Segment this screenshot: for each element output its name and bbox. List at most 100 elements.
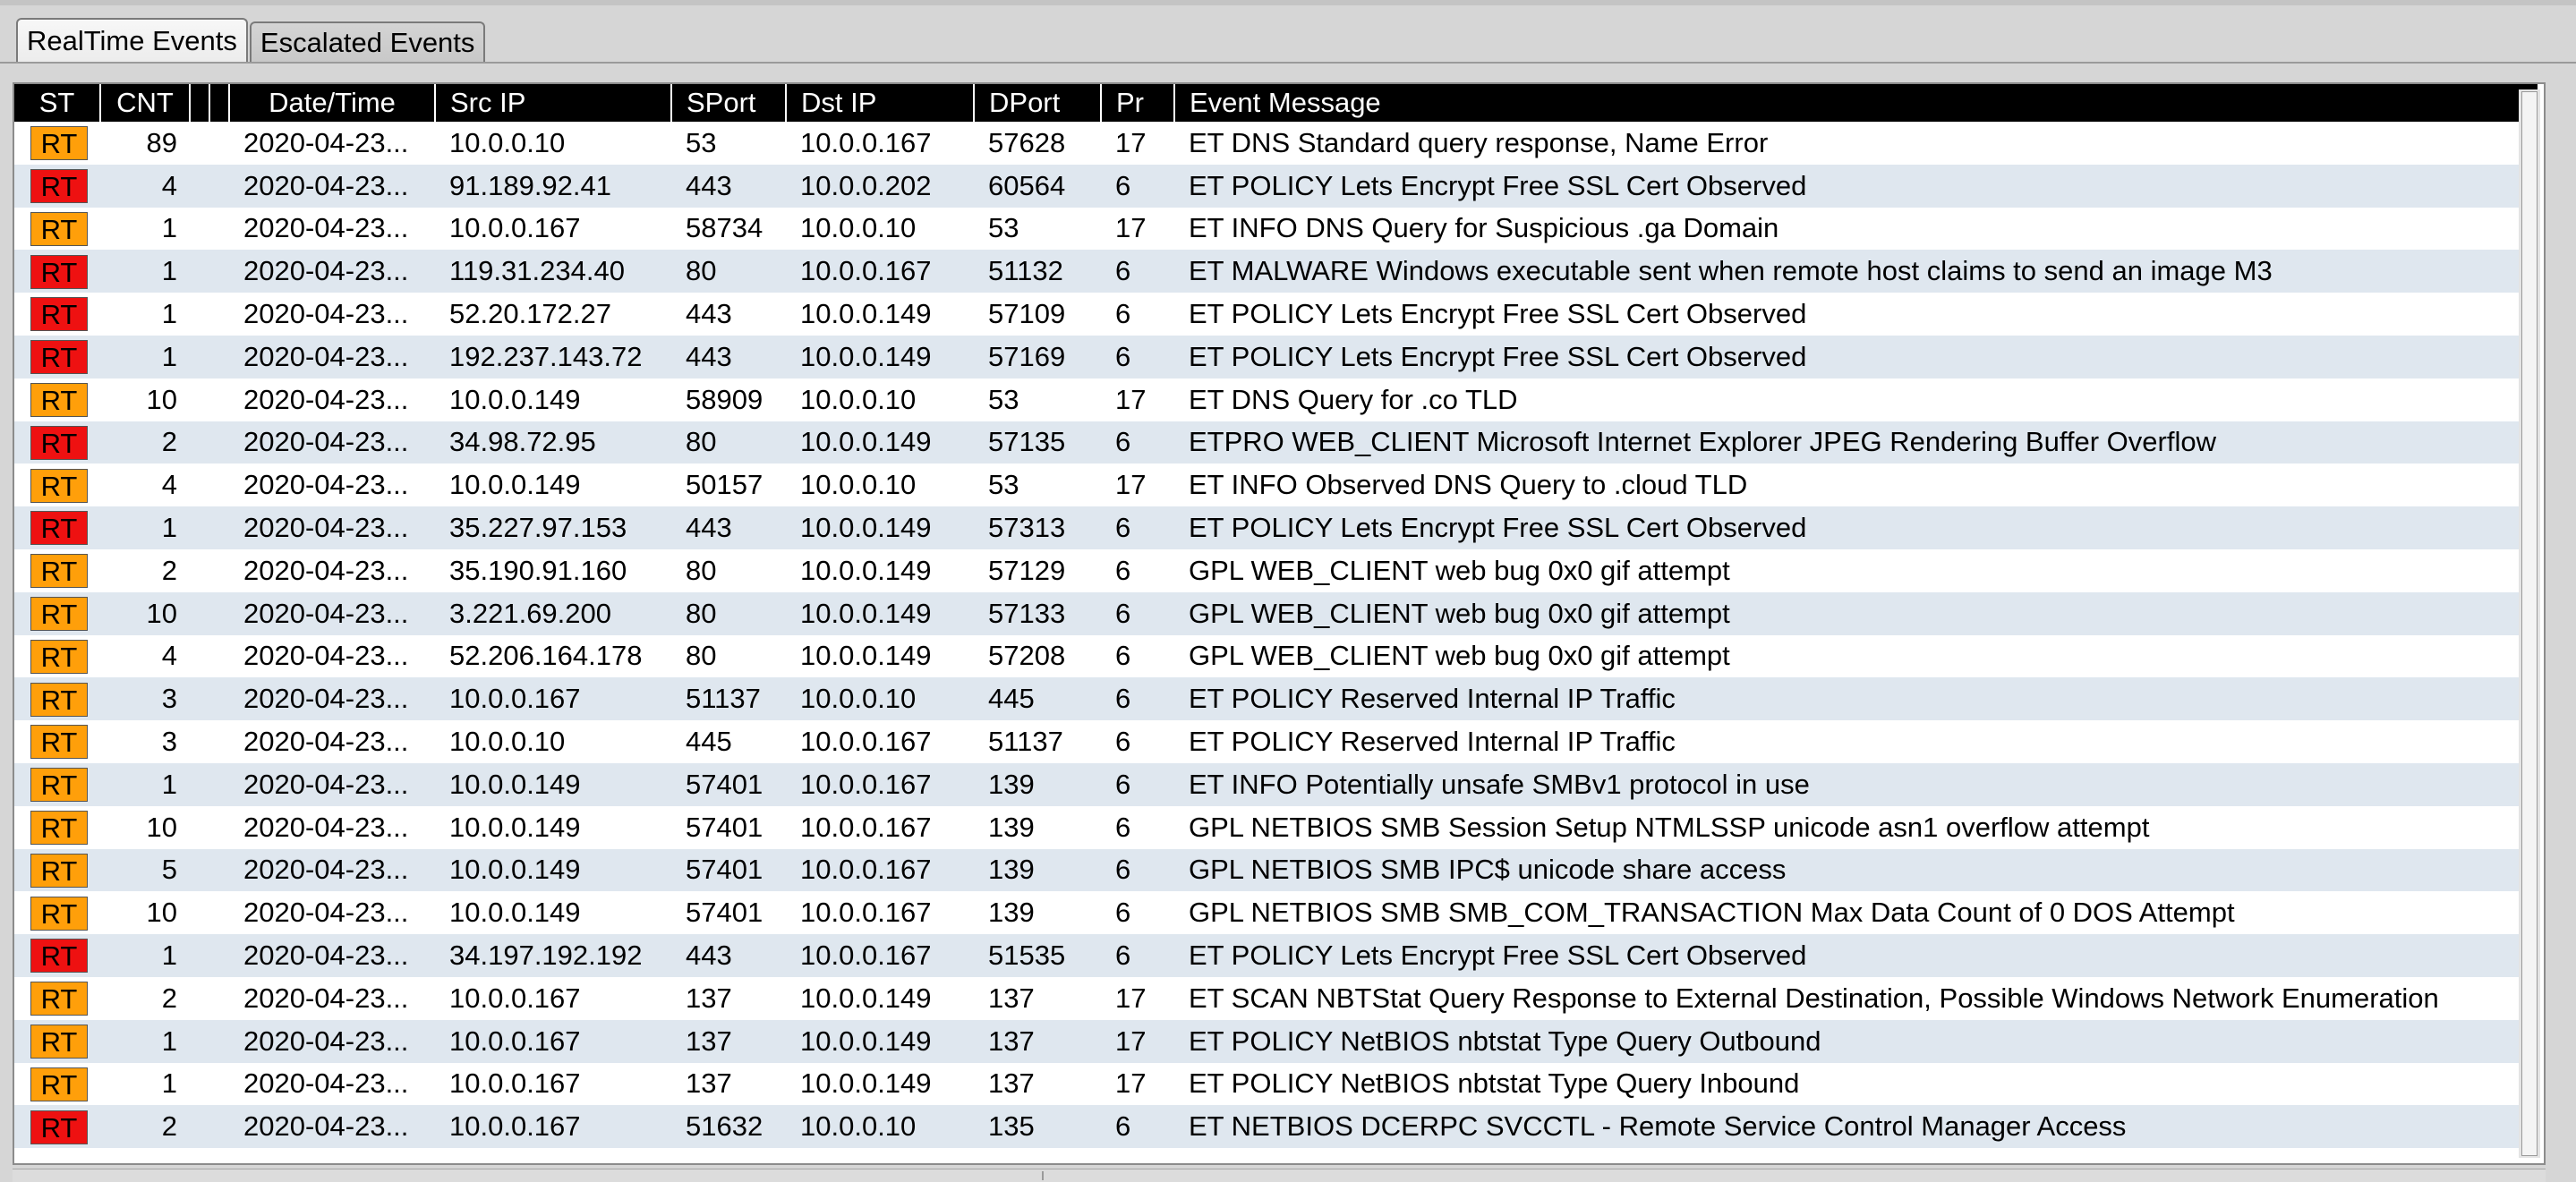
- table-row[interactable]: RT 5 2020-04-23... 10.0.0.149 57401 10.0.0.16…: [14, 848, 2538, 892]
- cell-st: RT: [14, 463, 100, 507]
- col-header-pr[interactable]: Pr: [1101, 84, 1175, 122]
- table-row[interactable]: RT 4 2020-04-23... 91.189.92.41 443 10.0.0.20…: [14, 164, 2538, 208]
- tab-realtime-events[interactable]: RealTime Events: [16, 18, 248, 63]
- cell-cnt: 2: [100, 1105, 190, 1149]
- cell-cnt: 10: [100, 891, 190, 935]
- cell-blank: [190, 506, 209, 549]
- cell-sport: 50157: [671, 463, 786, 507]
- table-row[interactable]: RT 89 2020-04-23... 10.0.0.10 53 10.0.0.167 57…: [14, 122, 2538, 165]
- table-row[interactable]: RT 1 2020-04-23... 35.227.97.153 443 10.0.0.1…: [14, 506, 2538, 549]
- cell-sport: 80: [671, 634, 786, 678]
- cell-dport: 51132: [974, 250, 1101, 293]
- cell-st: RT: [14, 591, 100, 635]
- table-row[interactable]: RT 4 2020-04-23... 10.0.0.149 50157 10.0.0.10…: [14, 463, 2538, 507]
- cell-pr: 6: [1101, 548, 1174, 592]
- cell-dport: 53: [974, 463, 1101, 507]
- col-header-sport[interactable]: SPort: [671, 84, 787, 122]
- tab-escalated-events[interactable]: Escalated Events: [249, 21, 486, 63]
- cell-sport: 80: [671, 591, 786, 635]
- cell-event-message: ET INFO Observed DNS Query to .cloud TLD: [1174, 463, 2538, 507]
- horizontal-scrollbar[interactable]: [13, 1169, 2546, 1182]
- cell-src-ip: 10.0.0.10: [435, 720, 671, 763]
- cell-sport: 51632: [671, 1105, 786, 1149]
- cell-datetime: 2020-04-23...: [229, 848, 435, 892]
- cell-st: RT: [14, 848, 100, 892]
- table-row[interactable]: RT 1 2020-04-23... 10.0.0.167 58734 10.0.0.10…: [14, 207, 2538, 251]
- col-header-blank-2[interactable]: [209, 84, 230, 122]
- cell-cnt: 1: [100, 293, 190, 336]
- cell-sport: 58734: [671, 207, 786, 251]
- table-row[interactable]: RT 10 2020-04-23... 3.221.69.200 80 10.0.0.14…: [14, 591, 2538, 635]
- cell-sport: 51137: [671, 677, 786, 721]
- cell-cnt: 1: [100, 762, 190, 806]
- cell-st: RT: [14, 164, 100, 208]
- cell-event-message: ET POLICY Lets Encrypt Free SSL Cert Obs…: [1174, 934, 2538, 977]
- cell-dst-ip: 10.0.0.167: [786, 762, 974, 806]
- table-row[interactable]: RT 3 2020-04-23... 10.0.0.10 445 10.0.0.167 51…: [14, 720, 2538, 763]
- col-header-dst-ip[interactable]: Dst IP: [786, 84, 975, 122]
- cell-st: RT: [14, 378, 100, 421]
- col-header-dport[interactable]: DPort: [974, 84, 1102, 122]
- cell-blank: [209, 250, 229, 293]
- cell-event-message: ET POLICY Lets Encrypt Free SSL Cert Obs…: [1174, 335, 2538, 378]
- cell-st: RT: [14, 634, 100, 678]
- col-header-cnt[interactable]: CNT: [100, 84, 191, 122]
- cell-cnt: 4: [100, 164, 190, 208]
- cell-datetime: 2020-04-23...: [229, 762, 435, 806]
- cell-dst-ip: 10.0.0.167: [786, 891, 974, 935]
- cell-dport: 137: [974, 1019, 1101, 1063]
- table-row[interactable]: RT 1 2020-04-23... 34.197.192.192 443 10.0.0.…: [14, 934, 2538, 977]
- cell-blank: [190, 421, 209, 464]
- cell-cnt: 1: [100, 207, 190, 251]
- cell-st: RT: [14, 805, 100, 849]
- table-row[interactable]: RT 1 2020-04-23... 192.237.143.72 443 10.0.0.…: [14, 335, 2538, 378]
- table-row[interactable]: RT 10 2020-04-23... 10.0.0.149 57401 10.0.0.1…: [14, 891, 2538, 935]
- table-row[interactable]: RT 2 2020-04-23... 10.0.0.167 51632 10.0.0.10…: [14, 1105, 2538, 1149]
- cell-dst-ip: 10.0.0.149: [786, 634, 974, 678]
- cell-sport: 57401: [671, 762, 786, 806]
- cell-st: RT: [14, 1062, 100, 1106]
- table-row[interactable]: RT 2 2020-04-23... 35.190.91.160 80 10.0.0.14…: [14, 548, 2538, 592]
- col-header-st[interactable]: ST: [14, 84, 101, 122]
- cell-blank: [190, 122, 209, 165]
- table-row[interactable]: RT 4 2020-04-23... 52.206.164.178 80 10.0.0.1…: [14, 634, 2538, 678]
- cell-cnt: 2: [100, 548, 190, 592]
- table-row[interactable]: RT 10 2020-04-23... 10.0.0.149 57401 10.0.0.1…: [14, 805, 2538, 849]
- events-table: ST CNT Date/Time Src IP SPort Dst IP DPo…: [14, 84, 2539, 1149]
- col-header-event-message[interactable]: Event Message: [1174, 84, 2539, 122]
- pane-resize-grip[interactable]: [1042, 1171, 1044, 1180]
- cell-src-ip: 10.0.0.149: [435, 378, 671, 421]
- vertical-scroll-thumb[interactable]: [2521, 91, 2538, 1156]
- col-header-blank-1[interactable]: [190, 84, 210, 122]
- cell-blank: [209, 848, 229, 892]
- table-row[interactable]: RT 1 2020-04-23... 119.31.234.40 80 10.0.0.16…: [14, 250, 2538, 293]
- cell-blank: [209, 548, 229, 592]
- vertical-scrollbar[interactable]: [2519, 89, 2540, 1158]
- cell-blank: [190, 805, 209, 849]
- cell-sport: 58909: [671, 378, 786, 421]
- table-row[interactable]: RT 3 2020-04-23... 10.0.0.167 51137 10.0.0.10…: [14, 677, 2538, 721]
- cell-blank: [190, 463, 209, 507]
- table-row[interactable]: RT 1 2020-04-23... 10.0.0.167 137 10.0.0.149 1…: [14, 1062, 2538, 1106]
- table-row[interactable]: RT 2 2020-04-23... 34.98.72.95 80 10.0.0.149 5…: [14, 421, 2538, 464]
- cell-blank: [190, 335, 209, 378]
- cell-datetime: 2020-04-23...: [229, 934, 435, 977]
- cell-blank: [190, 848, 209, 892]
- cell-pr: 17: [1101, 378, 1174, 421]
- cell-blank: [190, 677, 209, 721]
- cell-sport: 80: [671, 250, 786, 293]
- cell-blank: [190, 720, 209, 763]
- cell-dst-ip: 10.0.0.149: [786, 293, 974, 336]
- cell-src-ip: 52.20.172.27: [435, 293, 671, 336]
- status-badge: RT: [30, 939, 88, 974]
- col-header-datetime[interactable]: Date/Time: [229, 84, 436, 122]
- cell-cnt: 10: [100, 378, 190, 421]
- table-row[interactable]: RT 1 2020-04-23... 10.0.0.167 137 10.0.0.149 1…: [14, 1019, 2538, 1063]
- cell-datetime: 2020-04-23...: [229, 591, 435, 635]
- table-row[interactable]: RT 1 2020-04-23... 10.0.0.149 57401 10.0.0.16…: [14, 762, 2538, 806]
- table-row[interactable]: RT 10 2020-04-23... 10.0.0.149 58909 10.0.0.1…: [14, 378, 2538, 421]
- col-header-src-ip[interactable]: Src IP: [435, 84, 672, 122]
- status-badge: RT: [30, 169, 88, 204]
- table-row[interactable]: RT 2 2020-04-23... 10.0.0.167 137 10.0.0.149 1…: [14, 976, 2538, 1020]
- table-row[interactable]: RT 1 2020-04-23... 52.20.172.27 443 10.0.0.14…: [14, 293, 2538, 336]
